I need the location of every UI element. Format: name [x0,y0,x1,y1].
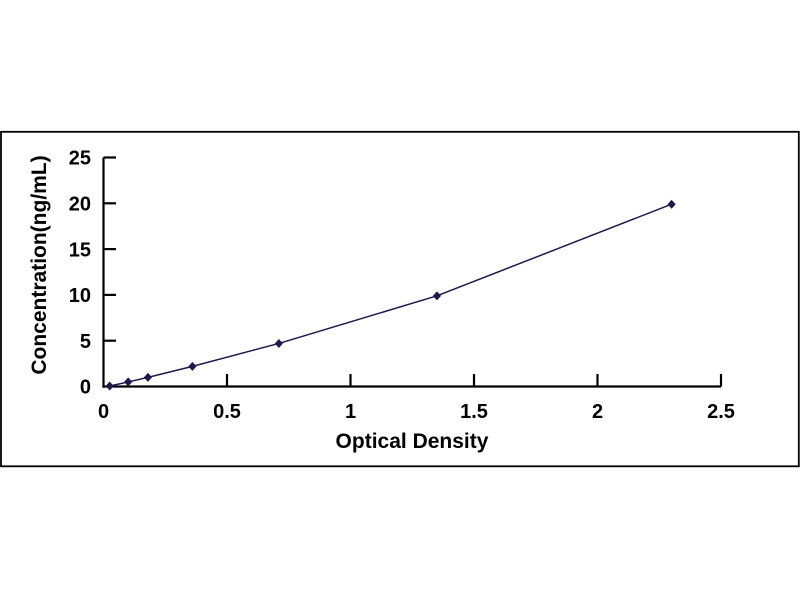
y-tick-label: 15 [69,239,91,261]
y-tick-label: 5 [80,331,91,353]
x-axis-title: Optical Density [335,429,489,453]
data-point-marker [274,338,283,348]
standard-curve-line [109,203,672,387]
y-axis-title: Concentration(ng/mL) [28,155,51,375]
x-tick-label: 0 [98,401,109,423]
y-tick-label: 0 [80,377,91,399]
data-point-marker [143,372,153,382]
x-tick-label: 0.5 [213,401,241,423]
x-tick-label: 1 [345,401,356,423]
x-tick-label: 2.5 [707,401,735,423]
data-point-marker [105,381,114,391]
x-tick-label: 2 [592,401,603,423]
data-point-marker [124,377,133,387]
x-tick-label: 1.5 [460,401,488,423]
y-tick-label: 20 [69,194,91,216]
y-tick-label: 25 [69,148,91,170]
data-point-marker [188,361,197,371]
data-point-marker [432,291,442,301]
chart-frame-border [0,130,800,468]
data-point-marker [667,199,676,209]
y-tick-label: 10 [69,285,91,307]
